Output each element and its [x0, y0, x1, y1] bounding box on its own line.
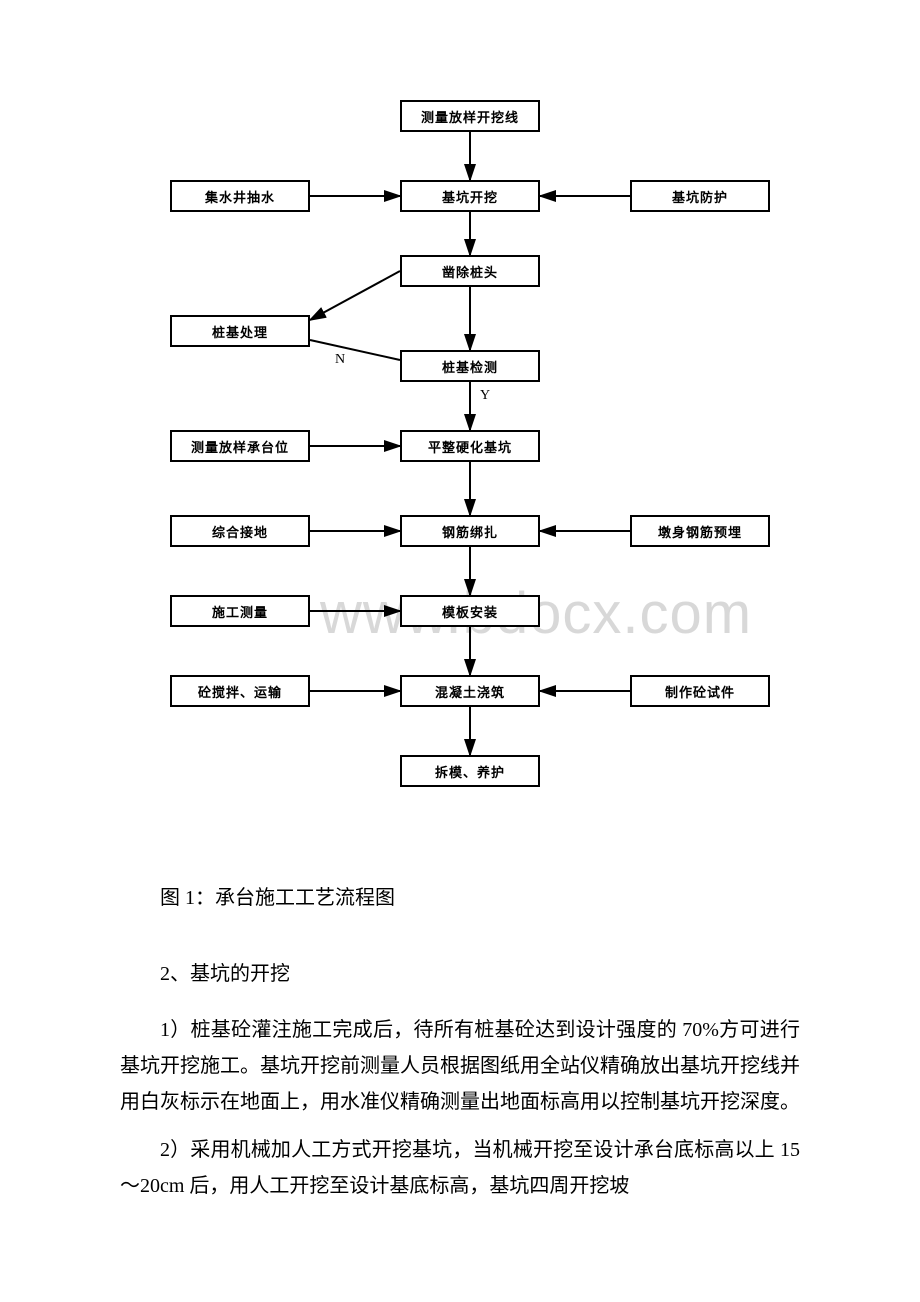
document-body: 图 1：承台施工工艺流程图 2、基坑的开挖 1）桩基砼灌注施工完成后，待所有桩基…	[0, 840, 920, 1204]
flowchart-container: www.bdocx.com 测量放样开挖线 基坑开挖 集	[110, 100, 810, 840]
node-rebar-binding: 钢筋绑扎	[400, 515, 540, 547]
node-make-specimen: 制作砼试件	[630, 675, 770, 707]
section-heading-2: 2、基坑的开挖	[120, 956, 800, 992]
figure-caption: 图 1：承台施工工艺流程图	[120, 880, 800, 916]
node-pit-protection: 基坑防护	[630, 180, 770, 212]
node-chisel-pile-head: 凿除桩头	[400, 255, 540, 287]
node-concrete-pour: 混凝土浇筑	[400, 675, 540, 707]
node-demold-cure: 拆模、养护	[400, 755, 540, 787]
node-pile-inspection: 桩基检测	[400, 350, 540, 382]
node-formwork-install: 模板安装	[400, 595, 540, 627]
node-pier-rebar-embed: 墩身钢筋预埋	[630, 515, 770, 547]
label-no: N	[335, 352, 345, 368]
node-measure-line: 测量放样开挖线	[400, 100, 540, 132]
paragraph-1: 1）桩基砼灌注施工完成后，待所有桩基砼达到设计强度的 70%方可进行基坑开挖施工…	[120, 1012, 800, 1120]
node-level-harden-pit: 平整硬化基坑	[400, 430, 540, 462]
node-survey-cap-position: 测量放样承台位	[170, 430, 310, 462]
node-pit-excavation: 基坑开挖	[400, 180, 540, 212]
node-sump-pumping: 集水井抽水	[170, 180, 310, 212]
node-concrete-mix-transport: 砼搅拌、运输	[170, 675, 310, 707]
paragraph-2: 2）采用机械加人工方式开挖基坑，当机械开挖至设计承台底标高以上 15～20cm …	[120, 1132, 800, 1204]
node-grounding: 综合接地	[170, 515, 310, 547]
node-pile-treatment: 桩基处理	[170, 315, 310, 347]
label-yes: Y	[480, 388, 490, 404]
node-construction-survey: 施工测量	[170, 595, 310, 627]
